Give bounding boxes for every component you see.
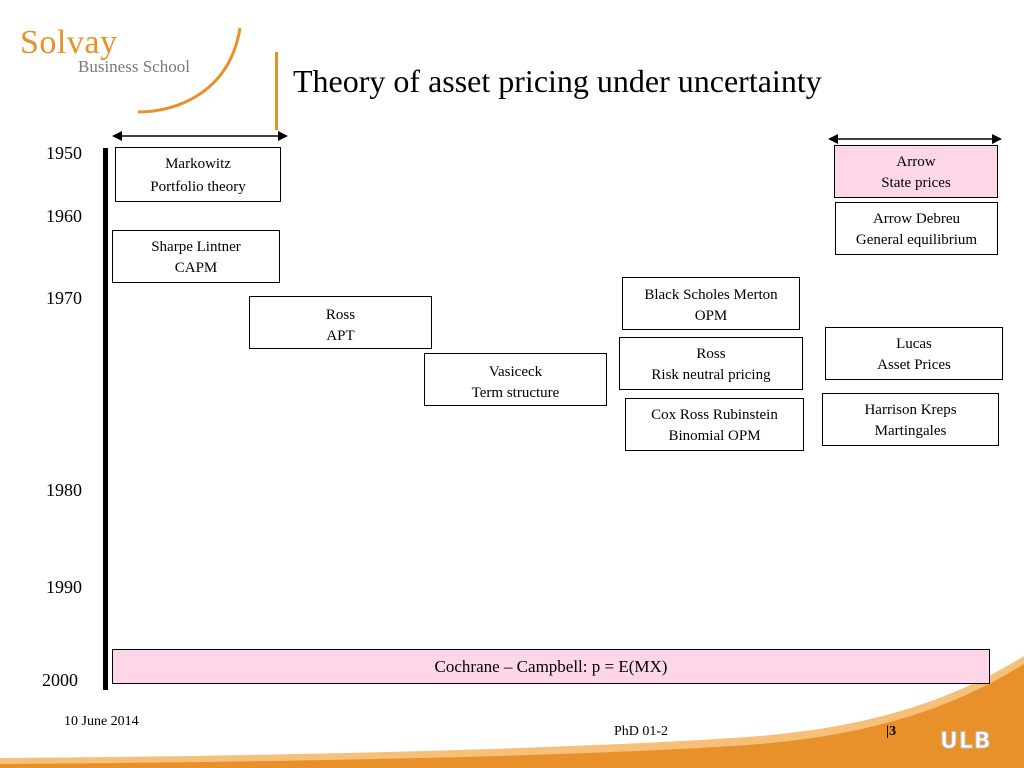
logo-arc — [137, 27, 242, 114]
title-divider — [275, 52, 278, 130]
footer-course: PhD 01-2 — [614, 724, 669, 739]
box-line: Binomial OPM — [668, 428, 761, 444]
box-line: State prices — [881, 175, 951, 191]
box-arrow-debreu: Arrow Debreu General equilibrium — [835, 202, 998, 255]
box-line: Ross — [325, 307, 356, 323]
page-title: Theory of asset pricing under uncertaint… — [293, 63, 822, 99]
box-line: Cox Ross Rubinstein — [651, 407, 778, 423]
box-ross-apt: Ross APT — [249, 296, 432, 349]
box-markowitz: Markowitz Portfolio theory — [115, 147, 281, 202]
box-line: General equilibrium — [855, 232, 978, 248]
box-line: Harrison Kreps — [864, 402, 957, 418]
box-line: Arrow Debreu — [872, 211, 961, 227]
box-line: Vasiceck — [488, 364, 543, 380]
ulb-logo: ULB — [940, 729, 992, 755]
box-vasicek: Vasiceck Term structure — [424, 353, 607, 406]
box-line: Term structure — [471, 385, 560, 401]
span-arrow-left — [112, 131, 288, 141]
box-line: Lucas — [896, 336, 932, 352]
box-line: Ross — [696, 346, 726, 362]
box-arrow: Arrow State prices — [834, 145, 998, 198]
box-line: CAPM — [174, 260, 218, 276]
box-line: APT — [326, 328, 355, 344]
year-label: 1970 — [46, 288, 82, 308]
box-line: Martingales — [874, 423, 947, 439]
box-line: Black Scholes Merton — [644, 287, 778, 303]
logo-subtitle: Business School — [78, 57, 190, 76]
box-harrison-kreps: Harrison Kreps Martingales — [822, 393, 999, 446]
page-number: |3 — [886, 724, 897, 739]
box-line: OPM — [694, 308, 728, 324]
box-lucas: Lucas Asset Prices — [825, 327, 1003, 380]
span-arrow-right — [828, 134, 1002, 144]
box-sharpe-lintner: Sharpe Lintner CAPM — [112, 230, 280, 283]
timeline-axis — [103, 148, 108, 690]
logo-solvay: Solvay — [20, 24, 118, 61]
box-line: Sharpe Lintner — [151, 239, 241, 255]
year-label: 1990 — [46, 577, 82, 597]
year-label: 2000 — [42, 670, 78, 690]
box-black-scholes-merton: Black Scholes Merton OPM — [622, 277, 800, 330]
footer-date: 10 June 2014 — [64, 714, 139, 729]
box-line: Markowitz — [165, 156, 231, 172]
year-label: 1960 — [46, 206, 82, 226]
box-line: Portfolio theory — [150, 179, 246, 195]
box-line: Arrow — [896, 154, 936, 170]
year-label: 1950 — [46, 143, 82, 163]
box-ross-risk-neutral: Ross Risk neutral pricing — [619, 337, 803, 390]
box-line: Risk neutral pricing — [651, 367, 771, 383]
box-cox-ross-rubinstein: Cox Ross Rubinstein Binomial OPM — [625, 398, 804, 451]
year-label: 1980 — [46, 480, 82, 500]
box-line: Asset Prices — [877, 357, 951, 373]
cochrane-campbell-banner: Cochrane – Campbell: p = E(MX) — [112, 649, 990, 684]
